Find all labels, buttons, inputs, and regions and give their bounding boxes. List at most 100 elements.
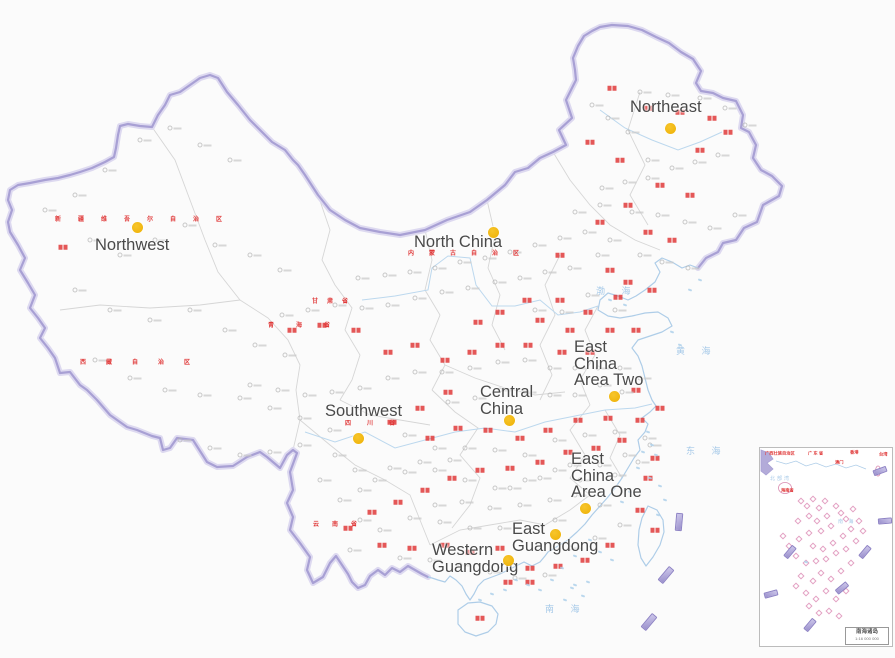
region-marker-east-guangdong[interactable] (549, 528, 561, 540)
inset-red-label: 广 东 省 (808, 450, 824, 456)
capital-mark (595, 219, 605, 225)
capital-mark (410, 342, 420, 348)
city-mark (517, 275, 532, 281)
city-mark (439, 289, 454, 295)
region-marker-north-china[interactable] (487, 226, 499, 238)
capital-mark (367, 509, 377, 515)
region-marker-east-china-area-one[interactable] (579, 502, 591, 514)
region-marker-southwest[interactable] (352, 432, 364, 444)
city-mark (445, 399, 460, 405)
capital-mark (475, 615, 485, 621)
city-mark (127, 375, 142, 381)
city-mark (42, 207, 57, 213)
city-mark (572, 392, 587, 398)
capital-mark (443, 389, 453, 395)
capital-mark (631, 387, 641, 393)
capital-mark (603, 415, 613, 421)
city-mark (645, 175, 660, 181)
capital-mark (605, 542, 615, 548)
sea-name-label: 南 海 (545, 604, 587, 614)
region-marker-northwest[interactable] (131, 221, 143, 233)
city-mark (357, 517, 372, 523)
city-mark (552, 517, 567, 523)
city-mark (177, 437, 192, 443)
city-mark (595, 365, 610, 371)
city-mark (487, 569, 502, 575)
city-mark (605, 115, 620, 121)
city-mark (247, 382, 262, 388)
city-mark (457, 562, 472, 568)
city-mark (237, 395, 252, 401)
city-mark (622, 179, 637, 185)
city-mark (547, 497, 562, 503)
capital-mark (667, 237, 677, 243)
city-mark (282, 352, 297, 358)
city-mark (532, 307, 547, 313)
region-label-north-china: North China (414, 233, 503, 251)
region-label-western-guangdong: Western Guangdong (432, 541, 519, 576)
city-mark (572, 492, 587, 498)
capital-mark (655, 182, 665, 188)
region-marker-central-china[interactable] (503, 414, 515, 426)
capital-mark (465, 549, 475, 555)
national-border (5, 22, 785, 591)
capital-mark (317, 322, 327, 328)
region-label-northeast: Northeast (630, 98, 702, 116)
city-mark (625, 129, 640, 135)
region-marker-western-guangdong[interactable] (502, 554, 514, 566)
city-mark (212, 242, 227, 248)
city-mark (522, 452, 537, 458)
city-mark (487, 505, 502, 511)
city-mark (567, 462, 582, 468)
region-marker-east-china-area-two[interactable] (608, 390, 620, 402)
capital-mark (475, 467, 485, 473)
hainan-island (457, 601, 499, 637)
city-mark (522, 477, 537, 483)
sea-name-label: 东 海 (686, 446, 728, 456)
taiwan-island (637, 505, 665, 567)
city-mark (582, 432, 597, 438)
city-mark (612, 472, 627, 478)
city-mark (387, 465, 402, 471)
city-mark (337, 497, 352, 503)
city-mark (645, 157, 660, 163)
city-mark (585, 292, 600, 298)
inset-red-label: 广西壮族自治区 (765, 450, 795, 456)
city-mark (385, 375, 400, 381)
city-mark (495, 359, 510, 365)
capital-mark (585, 349, 595, 355)
city-mark (412, 295, 427, 301)
region-marker-northeast[interactable] (664, 122, 676, 134)
city-mark (222, 327, 237, 333)
city-mark (599, 185, 614, 191)
inset-title: 南海诸岛 (855, 629, 878, 635)
city-mark (542, 269, 557, 275)
capital-mark (420, 487, 430, 493)
city-mark (459, 499, 474, 505)
capital-mark (675, 109, 685, 115)
city-mark (497, 525, 512, 531)
city-mark (137, 137, 152, 143)
province-name-label: 云南省 (313, 522, 371, 528)
city-mark (439, 369, 454, 375)
capital-mark (473, 319, 483, 325)
capital-mark (617, 437, 627, 443)
capital-mark (525, 579, 535, 585)
city-mark (357, 487, 372, 493)
city-mark (492, 279, 507, 285)
city-mark (147, 317, 162, 323)
city-mark (102, 167, 117, 173)
city-mark (279, 312, 294, 318)
capital-mark (503, 579, 513, 585)
capital-mark (557, 349, 567, 355)
city-mark (402, 469, 417, 475)
city-mark (305, 307, 320, 313)
city-mark (377, 527, 392, 533)
city-mark (152, 237, 167, 243)
city-mark (327, 427, 342, 433)
capital-mark (555, 297, 565, 303)
capital-mark (447, 475, 457, 481)
capital-mark (543, 427, 553, 433)
city-mark (742, 122, 757, 128)
city-mark (669, 165, 684, 171)
